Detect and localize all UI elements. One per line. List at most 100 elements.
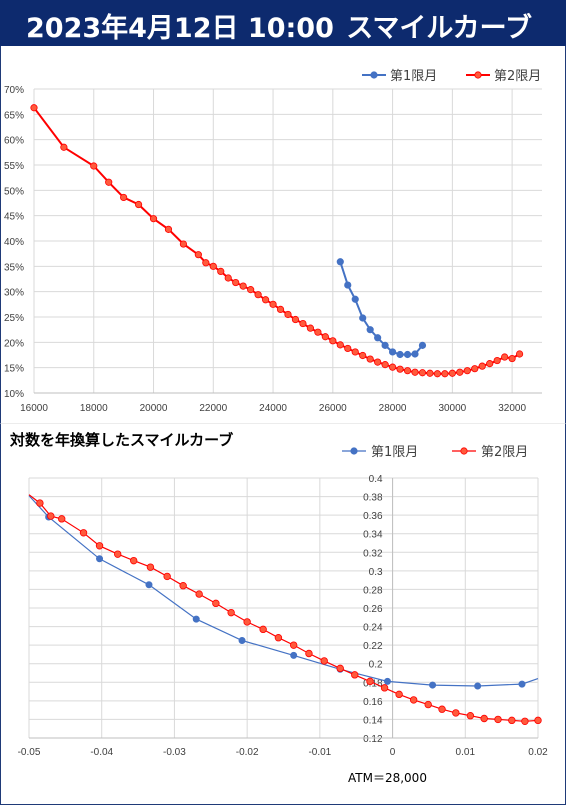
- chart1-data-point: [366, 326, 374, 334]
- chart2-data-point: [95, 542, 104, 550]
- chart1-data-point: [418, 369, 427, 377]
- chart1-data-point: [396, 365, 404, 373]
- chart1-data-point: [351, 295, 359, 303]
- chart1-data-point: [269, 300, 277, 308]
- chart1-x-tick-label: 28000: [379, 403, 407, 414]
- chart2-data-point: [480, 714, 488, 723]
- chart1-data-point: [336, 258, 344, 266]
- chart1-x-tick-label: 26000: [319, 403, 347, 414]
- chart2-data-point: [179, 582, 187, 590]
- chart2-data-point: [274, 634, 283, 642]
- chart1-data-point: [508, 354, 516, 363]
- chart2-data-point: [36, 499, 44, 507]
- chart2-y-tick-label: 0.12: [363, 734, 383, 745]
- chart1-data-point: [463, 367, 471, 375]
- chart1-y-tick-label: 65%: [4, 110, 24, 121]
- chart2-y-tick-label: 0.26: [363, 604, 383, 615]
- chart1-data-point: [471, 365, 479, 373]
- chart2-y-tick-label: 0.4: [369, 474, 383, 485]
- chart1-data-point: [403, 350, 412, 359]
- chart2-data-point: [58, 515, 66, 523]
- chart1-data-point: [314, 328, 322, 336]
- chart1-x-tick-label: 18000: [80, 403, 108, 414]
- chart2-y-tick-label: 0.28: [363, 585, 383, 596]
- chart1-data-point: [359, 351, 367, 360]
- chart2-title: 対数を年換算したスマイルカーブ: [9, 431, 233, 449]
- chart1-data-point: [329, 337, 337, 345]
- chart2-data-point: [380, 684, 389, 692]
- chart1-y-tick-label: 40%: [4, 237, 24, 248]
- chart2-data-point: [508, 716, 516, 725]
- chart1-data-point: [478, 362, 486, 370]
- chart2-series-line: [28, 495, 539, 687]
- header-bar: 2023年4月12日 10:00 スマイルカーブ: [0, 0, 566, 46]
- chart1-data-point: [120, 193, 128, 202]
- chart2-data-point: [290, 651, 298, 659]
- chart2-x-tick-label: -0.01: [308, 747, 331, 758]
- chart1-data-point: [381, 341, 389, 349]
- chart2-data-point: [212, 599, 220, 608]
- chart2-data-point: [395, 690, 403, 699]
- chart2-atm-annotation: ATM＝28,000: [348, 771, 427, 785]
- chart1-data-point: [493, 356, 501, 365]
- chart2-x-tick-label: -0.03: [163, 747, 186, 758]
- chart2-data-point: [227, 608, 235, 617]
- chart2-data-point: [238, 637, 246, 645]
- chart1-data-point: [254, 291, 262, 299]
- chart1-data-point: [374, 358, 382, 366]
- chart2-y-tick-label: 0.3: [369, 567, 383, 578]
- chart2-y-tick-label: 0.2: [369, 660, 383, 671]
- chart2-data-point: [320, 657, 328, 665]
- chart2-grid: [28, 477, 539, 739]
- chart1-data-point: [149, 215, 158, 223]
- chart1-data-point: [194, 251, 202, 259]
- chart2-data-point: [383, 677, 391, 685]
- chart2-data-point: [466, 712, 475, 720]
- chart1-data-point: [366, 355, 374, 363]
- chart1-x-tick-label: 16000: [20, 403, 48, 414]
- chart1-y-tick-label: 25%: [4, 313, 24, 324]
- chart1-data-point: [209, 262, 217, 270]
- chart1-data-point: [456, 368, 464, 376]
- chart1-legend-marker: [474, 71, 482, 79]
- chart1-x-tick-label: 30000: [438, 403, 466, 414]
- chart2-legend-label: 第2限月: [481, 445, 528, 460]
- chart1-y-tick-label: 20%: [4, 338, 24, 349]
- chart2-y-tick-label: 0.34: [363, 530, 383, 541]
- chart1-data-point: [359, 314, 367, 322]
- chart1-data-point: [351, 348, 359, 356]
- chart1-data-point: [134, 200, 143, 209]
- chart2-y-tick-label: 0.22: [363, 641, 383, 652]
- chart2-y-tick-label: 0.32: [363, 548, 383, 559]
- chart1-data-point: [433, 370, 442, 378]
- chart1-data-point: [411, 368, 419, 376]
- chart1-y-tick-label: 55%: [4, 161, 24, 172]
- chart1-data-point: [261, 296, 270, 304]
- chart1-data-point: [105, 178, 113, 186]
- chart2-data-point: [409, 696, 418, 704]
- chart1-data-point: [486, 360, 494, 368]
- smile-curve-chart: 10% 15% 20% 25% 30% 35% 40% 45% 50% 55% 60% 65% 70% 1…: [4, 69, 542, 414]
- chart1-data-point: [388, 348, 397, 356]
- chart1-legend-marker: [370, 71, 378, 79]
- chart2-y-tick-label: 0.24: [363, 623, 383, 634]
- annualized-log-smile-chart: 対数を年換算したスマイルカーブ 0.12 0.14 0.16 0.18 0.2 0.22 0.…: [0, 423, 566, 785]
- chart1-data-point: [388, 363, 397, 371]
- chart1-data-point: [224, 274, 232, 282]
- chart1-y-tick-label: 70%: [4, 85, 24, 96]
- chart1-data-point: [30, 104, 38, 112]
- chart2-data-point: [494, 715, 502, 724]
- chart2-legend-label: 第1限月: [371, 445, 418, 460]
- chart2-data-point: [351, 671, 359, 679]
- chart2-x-tick-label: -0.04: [90, 747, 113, 758]
- chart1-x-tick-label: 32000: [498, 403, 526, 414]
- chart1-data-point: [426, 369, 434, 377]
- chart1-data-point: [164, 225, 173, 233]
- chart1-x-tick-label: 24000: [259, 403, 287, 414]
- chart2-data-point: [534, 716, 542, 725]
- chart1-data-point: [217, 267, 225, 275]
- chart1-y-tick-label: 10%: [4, 389, 24, 400]
- chart2-y-tick-label: 0.16: [363, 697, 383, 708]
- chart1-data-point: [441, 370, 449, 378]
- chart1-data-point: [448, 369, 456, 377]
